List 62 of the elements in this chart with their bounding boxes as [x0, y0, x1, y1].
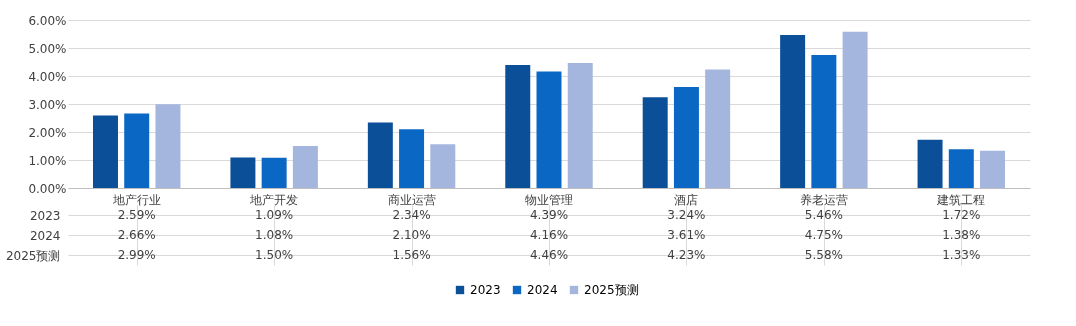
data-label: 3.61% — [667, 228, 706, 242]
bar — [917, 139, 943, 188]
bar — [230, 157, 256, 188]
y-tick-label: 1.00% — [28, 153, 67, 168]
x-tick-label: 建筑工程 — [936, 192, 986, 207]
bar — [292, 146, 318, 188]
data-label: 1.50% — [255, 248, 294, 262]
bar — [367, 122, 393, 188]
text: 2023 — [29, 208, 61, 223]
legend-label: 2024 — [527, 283, 558, 297]
data-label: 1.08% — [255, 228, 294, 242]
bar — [430, 144, 456, 188]
legend-label: 2025预测 — [584, 283, 639, 297]
bar — [567, 63, 593, 188]
y-tick-label: 5.00% — [28, 41, 67, 56]
text: 2024 — [29, 228, 61, 243]
data-label: 1.38% — [942, 228, 981, 242]
bar — [705, 69, 731, 188]
data-label: 4.16% — [529, 228, 569, 242]
data-label: 1.09% — [255, 208, 294, 222]
data-label: 5.46% — [804, 208, 843, 222]
x-tick-label: 酒店 — [674, 192, 699, 207]
bar — [124, 113, 150, 188]
bar — [780, 35, 806, 188]
data-label: 1.33% — [942, 248, 981, 262]
data-label: 3.24% — [667, 208, 706, 222]
bar — [92, 115, 118, 188]
x-tick-label: 商业运营 — [387, 192, 436, 207]
x-tick-label: 物业管理 — [525, 192, 573, 207]
bar — [980, 150, 1006, 188]
bar — [505, 65, 531, 188]
data-label: 2.66% — [117, 228, 156, 242]
data-label: 1.56% — [392, 248, 431, 262]
data-label: 4.23% — [667, 248, 706, 262]
data-label: 4.75% — [804, 228, 843, 242]
legend-label: 2023 — [470, 283, 501, 297]
bar — [261, 157, 287, 188]
text: 2025预测 — [5, 248, 61, 263]
x-tick-label: 地产开发 — [249, 192, 299, 207]
x-tick-label: 养老运营 — [799, 192, 848, 207]
bar — [536, 71, 562, 188]
data-label: 2.34% — [392, 208, 431, 222]
bar — [948, 149, 974, 188]
y-tick-label: 2.00% — [28, 125, 67, 140]
data-label: 2.59% — [117, 208, 156, 222]
bar — [673, 86, 699, 188]
data-label: 5.58% — [804, 248, 843, 262]
bar — [155, 104, 181, 188]
bar — [811, 55, 837, 188]
data-label: 4.39% — [529, 208, 569, 222]
data-label: 4.46% — [529, 248, 569, 262]
data-label: 1.72% — [942, 208, 981, 222]
x-tick-label: 地产行业 — [111, 192, 161, 207]
y-tick-label: 0.00% — [28, 181, 67, 196]
data-label: 2.99% — [117, 248, 156, 262]
y-tick-label: 4.00% — [28, 69, 67, 84]
y-tick-label: 6.00% — [28, 13, 67, 28]
bar — [399, 129, 425, 188]
bar — [842, 31, 868, 188]
data-label: 2.10% — [392, 228, 431, 242]
y-tick-label: 3.00% — [28, 97, 67, 112]
bar — [642, 97, 668, 188]
